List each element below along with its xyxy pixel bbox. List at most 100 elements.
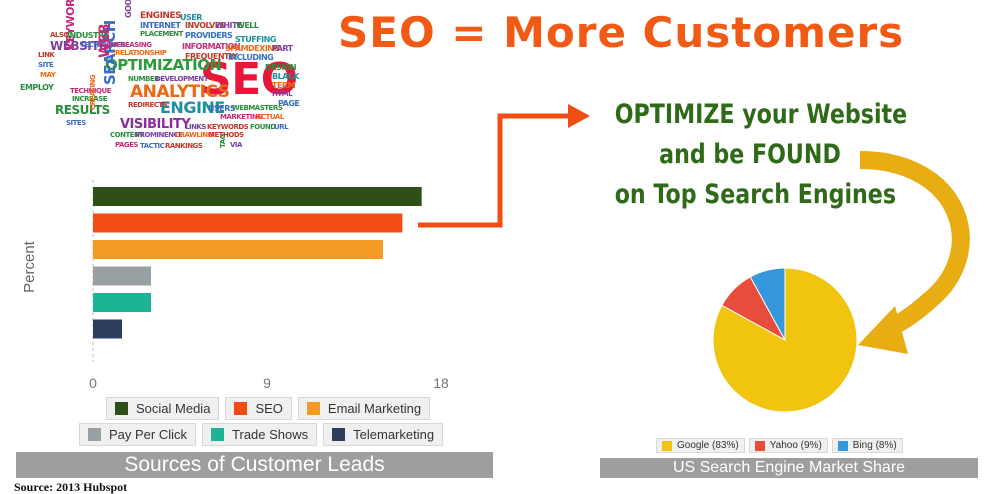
cloud-word: USERS [208,104,236,113]
legend-swatch [88,428,101,441]
cloud-word: SITES [66,119,86,127]
cloud-word: WHITE [215,21,242,30]
cloud-word: PAGES [115,141,138,149]
cloud-word: PROMINENCE [135,131,183,139]
cloud-word: SPAMDEXING [225,44,280,53]
cloud-word: MARKETING [220,113,263,121]
legend-label: SEO [255,401,283,416]
cloud-word: INTERNET [140,21,181,30]
cloud-word: REDIRECTS [128,101,168,109]
cloud-word: PROVIDERS [185,31,233,40]
legend-item: Yahoo (9%) [748,438,828,453]
legend-item: Email Marketing [297,397,431,420]
legend-label: Pay Per Click [109,427,188,442]
pie-slice-google [712,267,858,413]
cloud-word: ENGINES [140,11,182,21]
x-tick-label: 9 [263,375,271,391]
legend-swatch [754,440,765,451]
cloud-word: OPTIMIZATION [105,56,222,74]
cloud-word: PART [272,44,293,53]
legend-item: Telemarketing [323,423,444,446]
cloud-word: USER [180,13,202,22]
cloud-word: SITE [38,61,54,69]
bar-trade-shows [93,293,151,312]
cloud-word: INCREASING [108,41,152,49]
legend-label: Email Marketing [327,401,422,416]
legend-label: Social Media [136,401,211,416]
bar-email-marketing [93,240,383,259]
slogan-line-1: OPTIMIZE your Website [614,99,908,130]
cloud-word: CONTENT [110,131,144,139]
bar-telemarketing [93,319,122,339]
bar-legend-row-2: Pay Per Click Trade Shows Telemarketing [79,423,444,446]
legend-swatch [306,402,320,415]
gold-arrow-curve [859,151,970,339]
cloud-word: ALSO [50,31,69,39]
cloud-word: TERM [272,81,296,90]
slogan-line-3: on Top Search Engines [614,179,897,210]
cloud-word: FOUND [250,123,276,131]
legend-label: Yahoo (9%) [769,440,822,451]
cloud-word: VISIBILITY [120,117,191,132]
cloud-word: DEVELOPMENT [155,75,208,83]
cloud-word: LINKS [185,123,206,131]
gold-arrow-head [858,306,908,354]
cloud-word: VIA [230,141,242,149]
cloud-word: WELL [236,21,259,30]
legend-swatch [837,440,848,451]
legend-item: SEO [225,397,292,420]
bar-legend-row-1: Social Media SEO Email Marketing [106,397,431,420]
legend-label: Bing (8%) [852,440,897,451]
legend-swatch [211,428,225,441]
cloud-word: NUMBER [128,75,160,83]
legend-item: Bing (8%) [831,438,903,453]
legend-item: Pay Per Click [79,423,197,446]
cloud-word: TECHNIQUE [70,87,111,95]
legend-item: Social Media [106,397,220,420]
headline: SEO = More Customers [338,8,905,57]
cloud-word: EMPLOY [20,83,54,92]
x-tick-label: 18 [433,375,449,391]
legend-label: Google (83%) [677,440,739,451]
cloud-word: INDUSTRY [67,31,109,40]
cloud-word: RELATIONSHIP [115,49,167,57]
cloud-word: FREQUENTLY [185,52,238,61]
bar-pay-per-click [93,266,151,286]
cloud-word: BLACK [272,72,299,81]
cloud-word: INVOLVES [185,21,225,30]
legend-swatch [234,402,248,415]
cloud-word: WEBMASTERS [232,104,283,112]
optimize-slogan: OPTIMIZE your Website and be FOUND on To… [614,95,908,215]
cloud-word: TACTIC [140,142,165,150]
cloud-word: KEYWORDS [207,123,249,131]
y-axis-label: Percent [21,240,38,293]
cloud-word: RESULTS [55,103,110,117]
cloud-word: RANKINGS [165,142,203,150]
cloud-word: CRAWLING [175,131,214,139]
slogan-line-2: and be FOUND [659,139,841,170]
cloud-word: INCLUDING [228,53,274,62]
orange-arrow-line [418,113,570,228]
cloud-word: ANALYTICS [130,82,230,102]
cloud-word: MAY [40,71,56,79]
cloud-word: INCREASE [72,95,108,103]
pie-slice-bing [749,267,786,341]
cloud-word: PLACEMENT [140,30,183,38]
x-tick-label: 0 [89,375,97,391]
cloud-word: LINK [38,51,55,59]
orange-arrow-head [568,104,590,128]
cloud-word: ACTUAL [256,113,284,121]
bar-seo [93,213,403,233]
cloud-word: INFORMATION [182,42,241,51]
legend-swatch [662,440,672,451]
legend-label: Trade Shows [232,427,309,442]
cloud-word: SEO [200,54,298,105]
pie-legend: Google (83%) Yahoo (9%) Bing (8%) [656,438,903,453]
legend-label: Telemarketing [353,427,435,442]
legend-item: Trade Shows [202,423,318,446]
cloud-word: ENGINE [160,98,225,117]
legend-item: Google (83%) [656,438,745,453]
